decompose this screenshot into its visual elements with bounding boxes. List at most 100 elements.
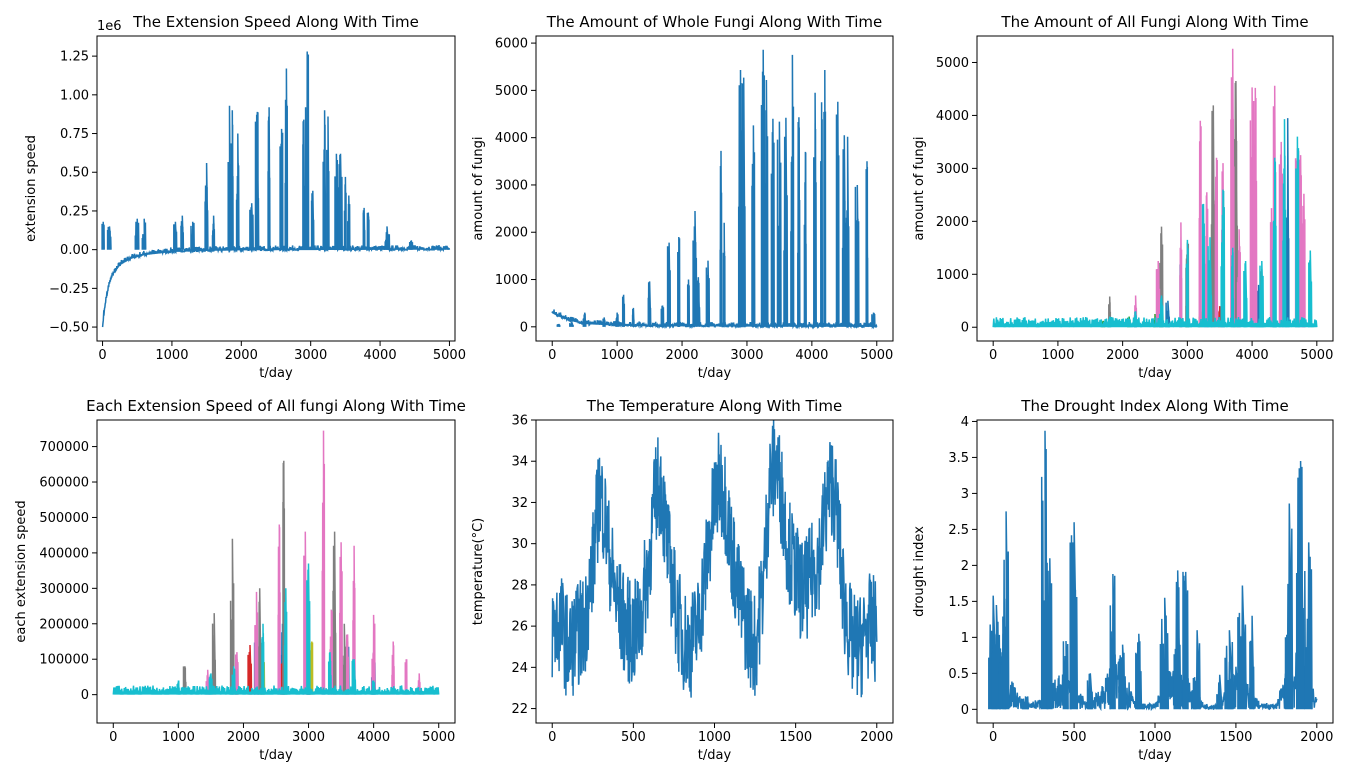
series-spike [1192,630,1201,710]
series-spike [820,102,824,327]
series-spike [1231,247,1235,328]
y-tick-label: 0.00 [60,243,89,258]
series-spike [343,176,347,250]
y-tick-label: 600000 [39,476,89,491]
series-spike [813,92,817,327]
series-spike [695,277,701,327]
chart-title: The Amount of Whole Fungi Along With Tim… [546,13,883,31]
plot-area [112,430,440,695]
x-tick-label: 0 [548,730,556,745]
y-tick-label: 3.5 [948,451,969,466]
series-spike [770,118,775,327]
series-spike [660,305,665,327]
series-spike [1237,585,1247,710]
y-tick-label: 32 [511,496,528,511]
series-spike [391,641,395,695]
y-tick-label: 1 [961,631,969,646]
series-spike [677,236,681,327]
x-tick-label: 4000 [364,348,397,363]
series-spike [327,652,332,695]
series-1 [988,430,1318,712]
x-tick-label: 0 [989,730,997,745]
y-tick-label: 1.00 [60,88,89,103]
x-tick-label: 5000 [860,348,893,363]
x-tick-label: 2000 [227,730,260,745]
series-2 [234,644,311,695]
series-spike [991,604,1001,710]
series-spike [1243,260,1248,328]
series-spike [582,312,587,327]
series-spike [871,312,876,327]
y-tick-label: 4000 [936,109,969,124]
series-spike [211,613,217,695]
series-1 [253,606,376,695]
series-spike [322,110,327,250]
axes-frame [976,35,1334,342]
series-spike [362,207,366,250]
series-spike [352,545,356,695]
series-base [992,316,1318,328]
y-tick-label: 100000 [39,653,89,668]
y-tick-label: 2000 [936,215,969,230]
x-axis-label: t/day [259,366,293,381]
series-spike [302,119,306,250]
y-axis-label: drought index [912,526,927,617]
series-line [551,420,878,698]
series-spike [267,107,271,250]
series-spike [321,430,326,695]
series-spike [227,105,232,250]
series-spike [1269,208,1274,328]
series-spike [865,161,869,327]
series-spike [783,117,789,327]
y-axis-label: temperature(°C) [471,518,486,625]
series-spike [719,150,723,327]
series-spike [230,110,234,250]
y-tick-label: 300000 [39,582,89,597]
y-tick-label: 1000 [936,268,969,283]
series-spike [306,563,311,695]
x-tick-label: 3000 [292,730,325,745]
series-spike [1216,674,1223,710]
subplot-2: 0 1000 2000 3000 4000 5000 0 1000 2000 3000 4000 50… [471,13,894,381]
series-spike [190,221,195,250]
y-tick-label: 3 [961,487,969,502]
series-spike [101,221,105,250]
x-tick-label: 1000 [1138,730,1171,745]
series-spike [1259,260,1265,328]
series-spike [235,133,240,250]
series-spike [366,212,370,250]
x-tick-label: 500 [1062,730,1087,745]
y-tick-label: 5000 [495,84,528,99]
y-tick-label: −0.25 [49,282,89,297]
series-spike [1210,105,1216,328]
x-tick-label: 3000 [1171,348,1204,363]
x-tick-label: 0 [548,348,556,363]
series-spike [1002,511,1010,710]
series-spike [404,659,408,695]
series-spike [284,68,289,250]
x-tick-label: 2000 [1106,348,1139,363]
series-spike [1046,558,1053,710]
subplot-6: 0 500 1000 1500 2000 0 0.5 1 1.5 2 2.5 3 3.5 4 The Dro… [912,397,1334,763]
series-spike [1135,633,1143,710]
y-tick-label: 2000 [495,226,528,241]
x-tick-label: 1500 [779,730,812,745]
y-tick-label: 1.25 [60,50,89,65]
y-axis-label: amount of fungi [912,137,927,241]
series-spike [254,111,260,250]
y-tick-label: 0.5 [948,667,969,682]
series-spike [1284,503,1294,710]
chart-title: The Temperature Along With Time [586,397,842,415]
chart-title: The Drought Index Along With Time [1020,397,1288,415]
series-spike [386,234,391,250]
y-tick-label: 1000 [495,273,528,288]
series-spike [1252,87,1258,328]
y-tick-label: 6000 [495,37,528,52]
series-line [551,309,878,330]
series-spike [279,128,284,250]
series-spike [277,524,281,695]
series-spike [845,136,850,327]
y-tick-label: 34 [511,455,528,470]
y-tick-label: 24 [511,661,528,676]
